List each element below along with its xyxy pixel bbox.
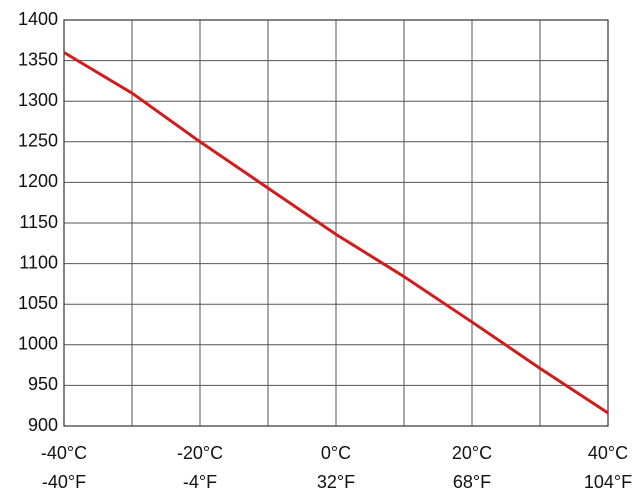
y-tick-label: 950 bbox=[28, 374, 58, 394]
x-tick-label: -4°F bbox=[183, 472, 217, 492]
x-tick-label: 104°F bbox=[584, 472, 632, 492]
x-tick-label: -40°F bbox=[42, 472, 86, 492]
y-tick-label: 1200 bbox=[18, 171, 58, 191]
x-tick-label: -40°C bbox=[41, 443, 87, 463]
x-tick-label: 20°C bbox=[452, 443, 492, 463]
x-tick-label: 68°F bbox=[453, 472, 491, 492]
plot-frame bbox=[63, 19, 609, 427]
y-tick-label: 900 bbox=[28, 415, 58, 435]
y-tick-label: 1250 bbox=[18, 131, 58, 151]
x-tick-label: 40°C bbox=[588, 443, 628, 463]
x-tick-label: -20°C bbox=[177, 443, 223, 463]
y-tick-label: 1000 bbox=[18, 334, 58, 354]
y-tick-label: 1350 bbox=[18, 49, 58, 69]
y-tick-label: 1150 bbox=[19, 212, 58, 232]
x-tick-label: 0°C bbox=[321, 443, 351, 463]
y-tick-label: 1050 bbox=[18, 293, 58, 313]
x-tick-label: 32°F bbox=[317, 472, 355, 492]
y-tick-label: 1400 bbox=[18, 9, 58, 29]
y-tick-label: 1100 bbox=[19, 252, 58, 272]
y-tick-label: 1300 bbox=[18, 90, 58, 110]
data-line bbox=[63, 51, 609, 415]
